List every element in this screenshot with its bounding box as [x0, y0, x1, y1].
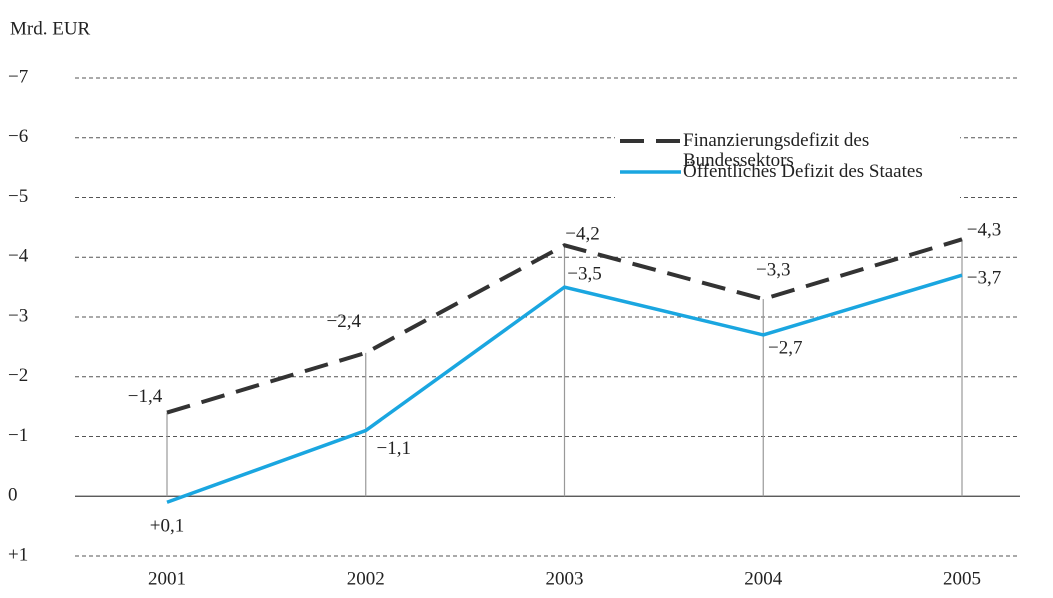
- legend-label: Finanzierungsdefizit des Bundessektors: [683, 130, 870, 171]
- data-label: −3,3: [756, 259, 790, 280]
- y-tick-label: +1: [8, 544, 28, 565]
- y-tick-label: −4: [8, 246, 29, 267]
- line-series: [166, 273, 963, 504]
- legend-box: [615, 100, 960, 210]
- data-label: −4,3: [967, 220, 1001, 241]
- data-label: −2,7: [768, 337, 802, 358]
- x-tick-label: 2005: [943, 568, 981, 589]
- y-tick-label: −6: [8, 126, 28, 147]
- x-tick-label: 2001: [148, 568, 186, 589]
- data-label: −4,2: [565, 224, 599, 245]
- line-series: [166, 237, 963, 415]
- data-label: −1,4: [128, 386, 163, 407]
- data-label: +0,1: [150, 516, 184, 537]
- y-tick-label: −5: [8, 186, 28, 207]
- x-tick-label: 2002: [347, 568, 385, 589]
- data-label: −3,7: [967, 268, 1001, 289]
- data-label: −2,4: [327, 311, 362, 332]
- y-tick-label: −1: [8, 425, 28, 446]
- y-axis-label: Mrd. EUR: [10, 18, 91, 39]
- y-tick-label: −7: [8, 66, 28, 87]
- x-tick-label: 2004: [744, 568, 783, 589]
- y-tick-label: −2: [8, 365, 28, 386]
- y-tick-label: −3: [8, 305, 28, 326]
- data-label: −3,5: [567, 263, 601, 284]
- x-tick-label: 2003: [546, 568, 584, 589]
- y-tick-label: 0: [8, 485, 18, 506]
- legend-label: Öffentliches Defizit des Staates: [683, 161, 923, 182]
- data-label: −1,1: [377, 438, 411, 459]
